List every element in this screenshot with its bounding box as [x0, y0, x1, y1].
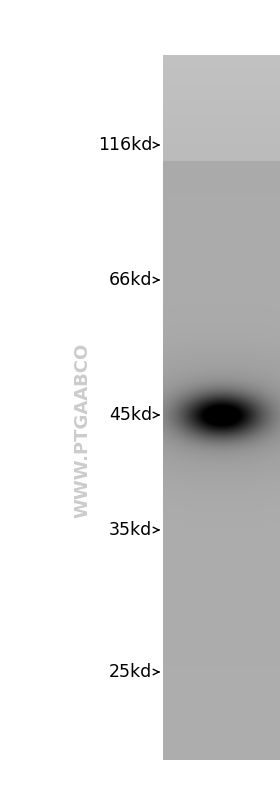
Text: 25kd: 25kd [109, 663, 152, 681]
Text: 66kd: 66kd [109, 271, 152, 289]
Text: 45kd: 45kd [109, 406, 152, 424]
Text: 35kd: 35kd [109, 521, 152, 539]
Text: WWW.PTGAABCO: WWW.PTGAABCO [73, 343, 91, 518]
Text: 116kd: 116kd [98, 136, 152, 154]
